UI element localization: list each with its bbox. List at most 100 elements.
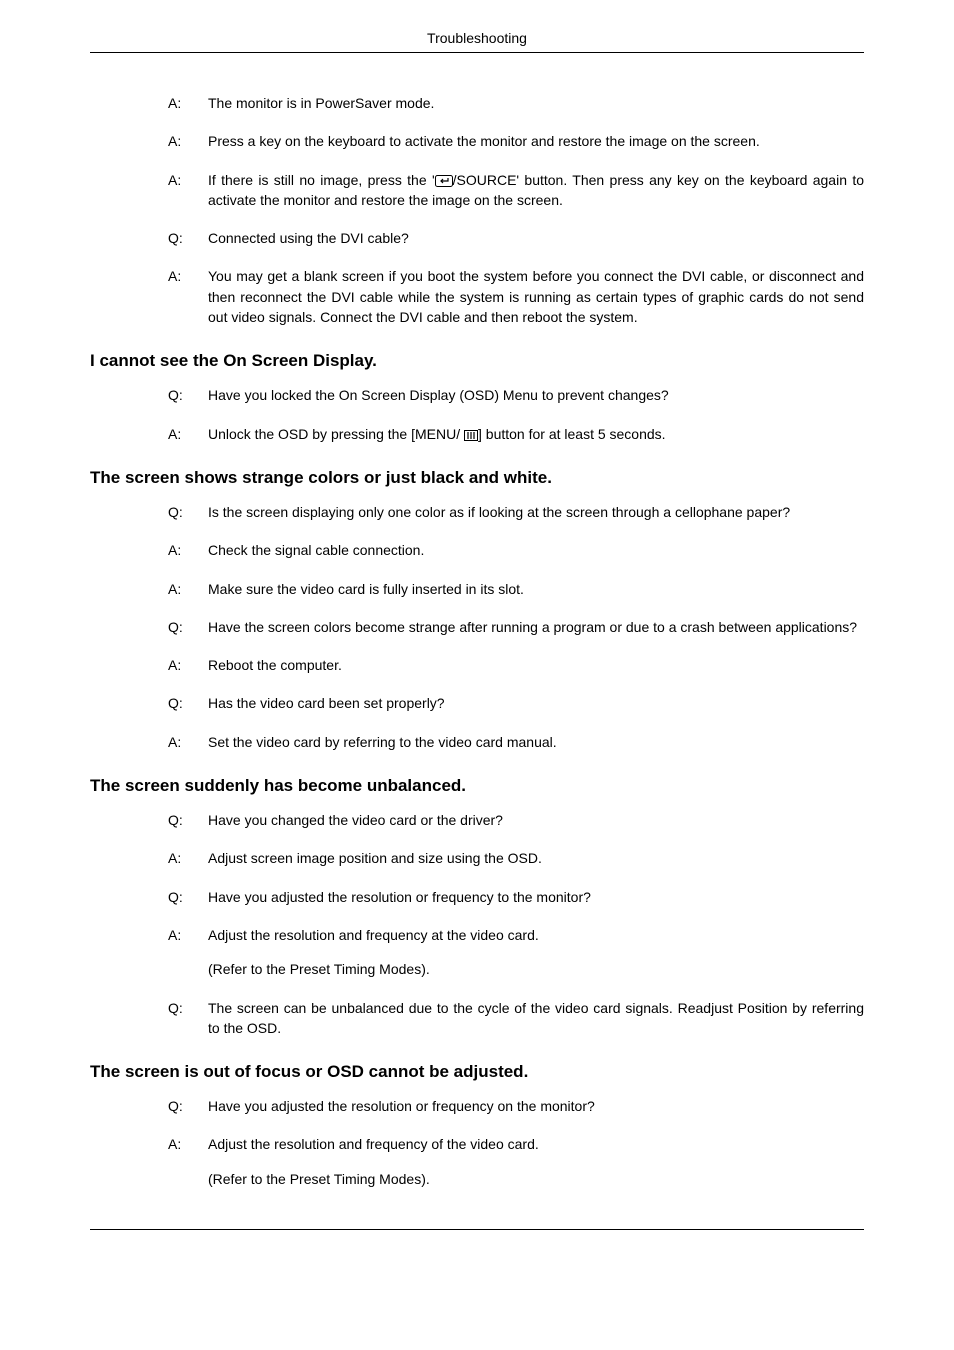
qa-text: Have the screen colors become strange af… xyxy=(208,617,864,637)
section-heading: I cannot see the On Screen Display. xyxy=(90,351,864,371)
qa-text: Connected using the DVI cable? xyxy=(208,228,864,248)
qa-text: Is the screen displaying only one color … xyxy=(208,502,864,522)
qa-item: Q:Have you adjusted the resolution or fr… xyxy=(168,887,864,907)
qa-text: Set the video card by referring to the v… xyxy=(208,732,864,752)
qa-text: Reboot the computer. xyxy=(208,655,864,675)
qa-text-main: Have you locked the On Screen Display (O… xyxy=(208,387,669,403)
qa-text: Adjust the resolution and frequency at t… xyxy=(208,925,864,980)
qa-item: A:You may get a blank screen if you boot… xyxy=(168,266,864,327)
qa-text: If there is still no image, press the '/… xyxy=(208,170,864,211)
qa-label: Q: xyxy=(168,1096,208,1116)
qa-text-main: Press a key on the keyboard to activate … xyxy=(208,133,760,149)
qa-item: A:Check the signal cable connection. xyxy=(168,540,864,560)
qa-text: The screen can be unbalanced due to the … xyxy=(208,998,864,1039)
qa-item: A:Adjust screen image position and size … xyxy=(168,848,864,868)
qa-text: Check the signal cable connection. xyxy=(208,540,864,560)
qa-text: Make sure the video card is fully insert… xyxy=(208,579,864,599)
qa-label: Q: xyxy=(168,887,208,907)
qa-label: A: xyxy=(168,848,208,868)
qa-text-main: Is the screen displaying only one color … xyxy=(208,504,790,520)
qa-text-main: Connected using the DVI cable? xyxy=(208,230,409,246)
qa-label: Q: xyxy=(168,385,208,405)
qa-text-main: Reboot the computer. xyxy=(208,657,342,673)
qa-label: A: xyxy=(168,170,208,211)
qa-list: A:The monitor is in PowerSaver mode.A:Pr… xyxy=(90,93,864,327)
qa-item: Q:Have you changed the video card or the… xyxy=(168,810,864,830)
qa-label: Q: xyxy=(168,998,208,1039)
qa-text: You may get a blank screen if you boot t… xyxy=(208,266,864,327)
header-title: Troubleshooting xyxy=(427,30,527,46)
qa-text: Have you adjusted the resolution or freq… xyxy=(208,1096,864,1116)
menu-bars-icon xyxy=(464,430,478,441)
qa-text: Have you changed the video card or the d… xyxy=(208,810,864,830)
qa-text-main: Adjust screen image position and size us… xyxy=(208,850,542,866)
qa-item: A:Set the video card by referring to the… xyxy=(168,732,864,752)
qa-item: A:Unlock the OSD by pressing the [MENU/ … xyxy=(168,424,864,444)
qa-text-pre: If there is still no image, press the ' xyxy=(208,172,435,188)
qa-item: A:Make sure the video card is fully inse… xyxy=(168,579,864,599)
qa-text: Has the video card been set properly? xyxy=(208,693,864,713)
qa-label: A: xyxy=(168,925,208,980)
qa-text-main: Has the video card been set properly? xyxy=(208,695,445,711)
qa-label: A: xyxy=(168,93,208,113)
qa-label: Q: xyxy=(168,693,208,713)
qa-text-post: ] button for at least 5 seconds. xyxy=(478,426,666,442)
qa-text-main: Check the signal cable connection. xyxy=(208,542,424,558)
qa-text-main: Set the video card by referring to the v… xyxy=(208,734,557,750)
qa-label: A: xyxy=(168,1134,208,1189)
qa-label: Q: xyxy=(168,228,208,248)
qa-item: Q:Is the screen displaying only one colo… xyxy=(168,502,864,522)
qa-text-main: Have you adjusted the resolution or freq… xyxy=(208,1098,595,1114)
qa-item: Q:Connected using the DVI cable? xyxy=(168,228,864,248)
enter-source-icon xyxy=(435,175,453,187)
qa-item: A:Adjust the resolution and frequency of… xyxy=(168,1134,864,1189)
qa-text-pre: Unlock the OSD by pressing the [MENU/ xyxy=(208,426,464,442)
section-heading: The screen shows strange colors or just … xyxy=(90,468,864,488)
qa-text: Have you locked the On Screen Display (O… xyxy=(208,385,864,405)
qa-label: Q: xyxy=(168,617,208,637)
qa-text-main: Make sure the video card is fully insert… xyxy=(208,581,524,597)
qa-text: Press a key on the keyboard to activate … xyxy=(208,131,864,151)
qa-list: Q:Have you changed the video card or the… xyxy=(90,810,864,1038)
qa-label: Q: xyxy=(168,502,208,522)
qa-item: Q:Has the video card been set properly? xyxy=(168,693,864,713)
qa-label: A: xyxy=(168,131,208,151)
qa-label: A: xyxy=(168,540,208,560)
footer-divider xyxy=(90,1229,864,1230)
qa-item: Q:Have the screen colors become strange … xyxy=(168,617,864,637)
qa-label: A: xyxy=(168,579,208,599)
qa-text: Adjust the resolution and frequency of t… xyxy=(208,1134,864,1189)
qa-item: A:If there is still no image, press the … xyxy=(168,170,864,211)
qa-item: Q:Have you locked the On Screen Display … xyxy=(168,385,864,405)
content-body: A:The monitor is in PowerSaver mode.A:Pr… xyxy=(90,93,864,1189)
qa-text-main: You may get a blank screen if you boot t… xyxy=(208,268,864,325)
qa-item: A:Adjust the resolution and frequency at… xyxy=(168,925,864,980)
qa-subtext: (Refer to the Preset Timing Modes). xyxy=(208,959,864,979)
qa-item: A:The monitor is in PowerSaver mode. xyxy=(168,93,864,113)
qa-item: Q:The screen can be unbalanced due to th… xyxy=(168,998,864,1039)
qa-text-main: Have you adjusted the resolution or freq… xyxy=(208,889,591,905)
qa-text-main: The screen can be unbalanced due to the … xyxy=(208,1000,864,1036)
qa-label: A: xyxy=(168,424,208,444)
qa-list: Q:Have you adjusted the resolution or fr… xyxy=(90,1096,864,1189)
qa-text-main: Have the screen colors become strange af… xyxy=(208,619,857,635)
section-heading: The screen suddenly has become unbalance… xyxy=(90,776,864,796)
qa-text-main: Adjust the resolution and frequency of t… xyxy=(208,1136,539,1152)
page-header: Troubleshooting xyxy=(90,30,864,53)
qa-item: Q:Have you adjusted the resolution or fr… xyxy=(168,1096,864,1116)
qa-text-main: Have you changed the video card or the d… xyxy=(208,812,503,828)
qa-label: A: xyxy=(168,266,208,327)
qa-label: A: xyxy=(168,732,208,752)
qa-label: A: xyxy=(168,655,208,675)
qa-text-main: The monitor is in PowerSaver mode. xyxy=(208,95,434,111)
qa-text-main: Adjust the resolution and frequency at t… xyxy=(208,927,539,943)
qa-list: Q:Is the screen displaying only one colo… xyxy=(90,502,864,752)
qa-list: Q:Have you locked the On Screen Display … xyxy=(90,385,864,444)
qa-text: Adjust screen image position and size us… xyxy=(208,848,864,868)
qa-text: The monitor is in PowerSaver mode. xyxy=(208,93,864,113)
section-heading: The screen is out of focus or OSD cannot… xyxy=(90,1062,864,1082)
qa-item: A:Reboot the computer. xyxy=(168,655,864,675)
qa-text: Unlock the OSD by pressing the [MENU/ ] … xyxy=(208,424,864,444)
qa-item: A:Press a key on the keyboard to activat… xyxy=(168,131,864,151)
qa-label: Q: xyxy=(168,810,208,830)
